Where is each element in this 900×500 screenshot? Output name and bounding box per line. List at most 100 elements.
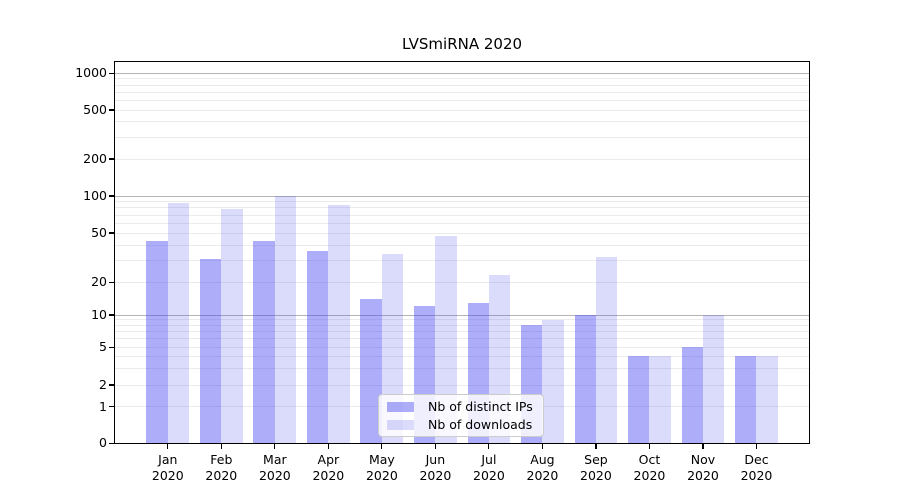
- x-tick-label: Feb 2020: [205, 452, 238, 483]
- x-tick-label: Mar 2020: [258, 452, 291, 483]
- x-tick-label: Aug 2020: [526, 452, 559, 483]
- y-tick-label: 0: [99, 435, 107, 451]
- bar-downloads-jan: [167, 202, 190, 444]
- legend-item-distinct-ips: Nb of distinct IPs: [387, 398, 535, 414]
- x-tick-mark: [274, 444, 276, 449]
- gridline-minor: [115, 136, 809, 138]
- gridline-minor: [115, 331, 809, 333]
- gridline-major: [115, 195, 809, 197]
- x-tick-mark: [488, 444, 490, 449]
- x-tick-label: Jun 2020: [419, 452, 452, 483]
- y-tick-label: 10: [91, 307, 107, 322]
- gridline-minor: [115, 158, 809, 160]
- gridline-minor: [115, 207, 809, 209]
- y-tick-label: 100: [83, 188, 107, 203]
- bar-downloads-mar: [274, 196, 297, 444]
- bar-ips-mar: [253, 241, 275, 444]
- x-tick-label: May 2020: [365, 452, 398, 483]
- gridline-minor: [115, 324, 809, 326]
- gridline-minor: [115, 109, 809, 111]
- x-tick-mark: [595, 444, 597, 449]
- chart-title: LVSmiRNA 2020: [401, 35, 523, 53]
- gridline-minor: [115, 84, 809, 86]
- legend-label-downloads: Nb of downloads: [428, 416, 533, 432]
- y-tick-mark: [109, 195, 114, 197]
- y-tick-mark: [109, 406, 114, 408]
- y-tick-mark: [109, 232, 114, 234]
- legend-item-downloads: Nb of downloads: [387, 416, 535, 432]
- y-tick-label: 1000: [75, 65, 107, 81]
- y-tick-mark: [109, 158, 114, 160]
- y-tick-mark: [109, 384, 114, 386]
- y-tick-label: 50: [91, 225, 107, 240]
- y-tick-label: 2: [99, 377, 107, 392]
- gridline-minor: [115, 244, 809, 246]
- x-tick-label: Sep 2020: [580, 452, 612, 483]
- gridline-minor: [115, 99, 809, 101]
- x-tick-mark: [648, 444, 651, 449]
- gridline-minor: [115, 367, 809, 369]
- bar-downloads-oct: [649, 356, 671, 444]
- x-tick-mark: [541, 444, 543, 449]
- gridline-minor: [115, 346, 809, 348]
- gridline-minor: [115, 232, 809, 234]
- x-tick-mark: [220, 444, 222, 449]
- legend-swatch-downloads-icon: [387, 419, 414, 430]
- y-tick-mark: [109, 314, 114, 316]
- bar-ips-apr: [306, 250, 329, 444]
- x-tick-mark: [702, 444, 704, 449]
- bar-ips-oct: [628, 356, 650, 444]
- bar-ips-sep: [574, 315, 596, 444]
- x-tick-mark: [434, 444, 436, 449]
- y-tick-mark: [109, 346, 114, 348]
- gridline-minor: [115, 201, 809, 203]
- bar-ips-nov: [681, 347, 703, 444]
- gridline-minor: [115, 121, 809, 123]
- x-tick-label: Nov 2020: [687, 452, 719, 483]
- gridline-minor: [115, 222, 809, 224]
- bar-downloads-nov: [702, 315, 725, 444]
- gridline-minor: [115, 259, 809, 261]
- gridline-minor: [115, 281, 809, 283]
- gridline-minor: [115, 319, 809, 321]
- x-tick-label: Jul 2020: [473, 452, 505, 483]
- gridline-minor: [115, 78, 809, 80]
- y-tick-mark: [109, 281, 114, 283]
- gridline-minor: [115, 355, 809, 357]
- bar-downloads-feb: [221, 209, 243, 444]
- x-tick-label: Jan 2020: [151, 452, 184, 483]
- bar-ips-dec: [735, 356, 757, 444]
- bar-downloads-apr: [328, 205, 350, 444]
- x-tick-mark: [327, 444, 329, 449]
- x-tick-label: Dec 2020: [740, 452, 773, 483]
- x-tick-mark: [167, 444, 169, 449]
- bar-ips-may: [360, 299, 382, 444]
- y-tick-label: 500: [83, 102, 107, 117]
- gridline-minor: [115, 384, 809, 386]
- legend-swatch-ips-icon: [387, 401, 414, 412]
- y-tick-label: 20: [91, 274, 107, 290]
- bar-downloads-dec: [756, 356, 778, 444]
- legend-label-distinct-ips: Nb of distinct IPs: [428, 398, 533, 414]
- bar-downloads-jun: [435, 236, 457, 444]
- bar-downloads-sep: [595, 257, 618, 444]
- y-tick-label: 1: [99, 398, 107, 414]
- y-tick-mark: [109, 442, 114, 444]
- gridline-major: [115, 314, 809, 316]
- bar-ips-feb: [199, 258, 222, 444]
- x-tick-label: Oct 2020: [633, 452, 666, 483]
- y-tick-label: 5: [99, 339, 107, 355]
- gridline-major: [115, 72, 809, 74]
- bar-downloads-aug: [542, 319, 564, 444]
- y-tick-label: 200: [83, 151, 107, 166]
- x-tick-mark: [381, 444, 383, 449]
- x-tick-mark: [755, 444, 758, 449]
- gridline-minor: [115, 338, 809, 340]
- gridline-minor: [115, 91, 809, 93]
- y-tick-mark: [109, 109, 114, 111]
- gridline-minor: [115, 214, 809, 216]
- bar-ips-jan: [146, 241, 168, 444]
- y-tick-mark: [109, 72, 114, 74]
- x-tick-label: Apr 2020: [312, 452, 345, 483]
